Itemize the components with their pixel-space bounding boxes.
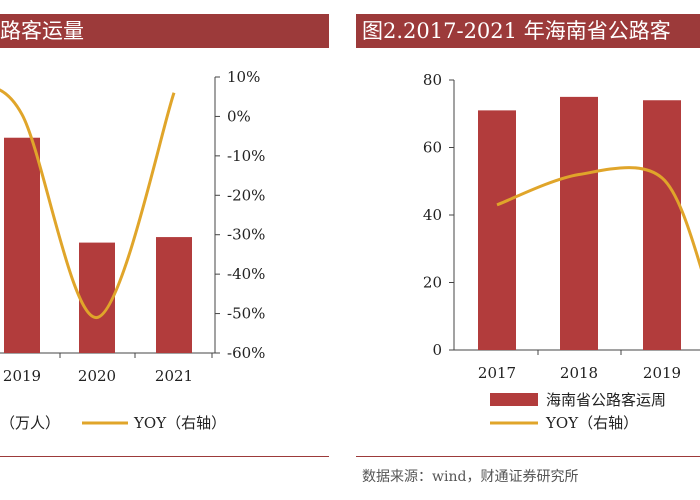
left-chart-title: 路客运量 [0,14,329,48]
x-tick-label: 2018 [560,364,598,382]
source-note: 数据来源：wind，财通证券研究所 [362,469,579,485]
right-y-tick-label: 0% [227,107,251,125]
y-tick-label: 0 [432,341,442,359]
bar [643,100,681,350]
bar [79,242,115,353]
bar [4,137,40,353]
x-tick-label: 2020 [78,367,116,385]
y-tick-label: 40 [423,206,442,224]
x-tick-label: 2017 [478,364,516,382]
right-y-tick-label: -40% [227,265,265,283]
right-y-tick-label: -30% [227,226,265,244]
y-tick-label: 80 [423,71,442,89]
right-chart: 80 60 40 20 0 2017 2018 2019 海南省公路客运周 YOY（右轴） [423,71,700,432]
legend-label-line: YOY（右轴） [545,414,638,432]
x-tick-label: 2021 [155,367,193,385]
right-y-tick-label: -60% [227,344,265,362]
yoy-line [0,88,176,320]
bar [156,237,192,353]
legend-bar-swatch [490,393,538,406]
right-y-tick-label: -10% [227,147,265,165]
right-bottom-rule [356,456,700,457]
legend-label-line: YOY（右轴） [133,414,226,432]
left-chart: 10% 0% -10% -20% -30% -40% -50% -60% 2019 2020 202… [0,68,265,432]
right-y-tick-label: -20% [227,186,265,204]
legend-label-bars: 海南省公路客运周 [546,391,666,409]
yoy-line [496,166,700,270]
bar [560,96,598,350]
y-tick-label: 20 [423,274,442,292]
right-y-tick-label: -50% [227,305,265,323]
left-bottom-rule [0,456,329,457]
legend-label-bars: （万人） [0,414,60,432]
x-tick-label: 2019 [3,367,41,385]
right-y-tick-label: 10% [227,68,260,86]
right-chart-title: 图2.2017-2021 年海南省公路客 [356,14,700,48]
bar [478,110,516,350]
x-tick-label: 2019 [643,364,681,382]
y-tick-label: 60 [423,139,442,157]
